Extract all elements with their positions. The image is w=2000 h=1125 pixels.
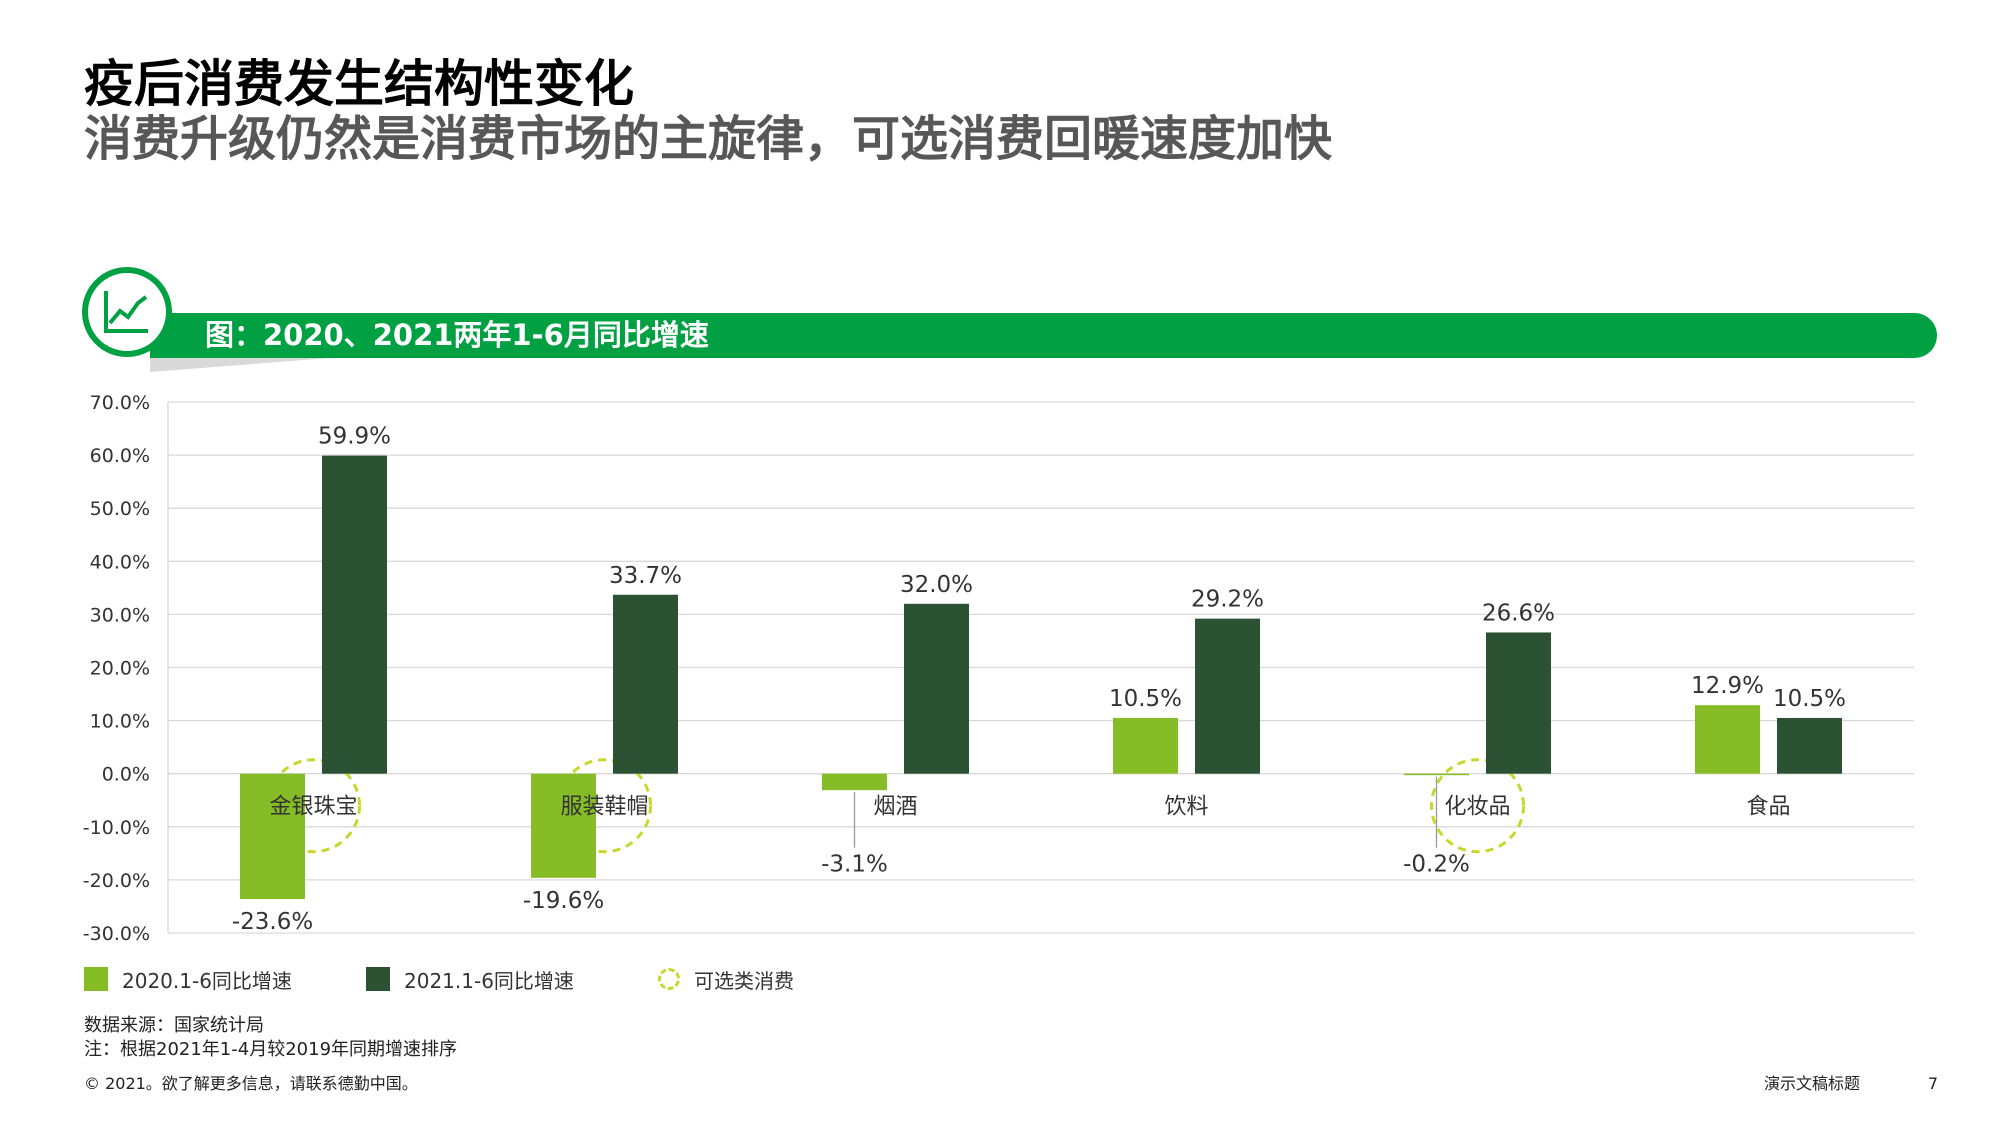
- category-label: 化妆品: [1444, 795, 1510, 820]
- category-label: 金银珠宝: [269, 795, 357, 820]
- banner-tail: [150, 358, 330, 372]
- data-label: -0.2%: [1403, 852, 1470, 878]
- footnote: 注：根据2021年1-4月较2019年同期增速排序: [84, 1039, 458, 1060]
- bar-2021: [1777, 717, 1842, 774]
- footer-title: 演示文稿标题: [1763, 1074, 1860, 1093]
- legend-2021: 2021.1-6同比增速: [366, 962, 574, 996]
- bar-2021: [322, 455, 387, 774]
- legend-highlight: 可选类消费: [658, 962, 794, 996]
- category-label: 饮料: [1164, 795, 1208, 820]
- bar-2020: [822, 773, 887, 791]
- category-label: 烟酒: [873, 795, 917, 820]
- y-tick-label: 50.0%: [90, 498, 150, 520]
- data-label: 12.9%: [1691, 673, 1764, 699]
- banner-text: 图：2020、2021两年1-6月同比增速: [205, 318, 709, 352]
- legend-2020: 2020.1-6同比增速: [84, 962, 292, 996]
- copyright: © 2021。欲了解更多信息，请联系德勤中国。: [84, 1074, 418, 1093]
- bar-2021: [1486, 632, 1551, 774]
- category-label: 服装鞋帽: [560, 795, 648, 820]
- legend-label-2021: 2021.1-6同比增速: [404, 968, 574, 993]
- data-label: 32.0%: [900, 572, 973, 598]
- category-label: 食品: [1746, 795, 1790, 820]
- y-tick-label: -30.0%: [83, 923, 150, 945]
- y-tick-label: 70.0%: [90, 392, 150, 414]
- slide-subtitle: 消费升级仍然是消费市场的主旋律，可选消费回暖速度加快: [84, 111, 1333, 167]
- y-tick-label: 0.0%: [102, 764, 150, 786]
- data-label: -23.6%: [232, 909, 313, 935]
- page-number: 7: [1927, 1074, 1938, 1093]
- y-tick-label: 40.0%: [90, 551, 150, 573]
- legend-swatch-2020: [84, 967, 108, 991]
- y-tick-label: -10.0%: [83, 817, 150, 839]
- slide-title: 疫后消费发生结构性变化: [84, 55, 634, 113]
- legend-label-2020: 2020.1-6同比增速: [122, 968, 292, 993]
- bar-2020: [531, 773, 596, 878]
- legend-swatch-2021: [366, 967, 390, 991]
- data-label: 10.5%: [1773, 686, 1846, 712]
- bar-2021: [613, 594, 678, 774]
- bar-2021: [1195, 618, 1260, 774]
- data-label: 33.7%: [609, 563, 682, 589]
- data-label: -19.6%: [523, 888, 604, 914]
- data-label: 29.2%: [1191, 587, 1264, 613]
- y-tick-label: 30.0%: [90, 604, 150, 626]
- y-tick-label: 10.0%: [90, 711, 150, 733]
- legend-dashed-circle-icon: [658, 968, 680, 990]
- highlight-dashed-circle: [1430, 758, 1525, 854]
- line-chart-icon: [82, 267, 172, 357]
- legend-label-highlight: 可选类消费: [694, 968, 794, 993]
- data-label: -3.1%: [821, 852, 888, 878]
- bar-2020: [1404, 773, 1469, 776]
- bar-2020: [1113, 717, 1178, 774]
- data-label: 10.5%: [1109, 686, 1182, 712]
- data-label: 59.9%: [318, 424, 391, 450]
- y-tick-label: 20.0%: [90, 658, 150, 680]
- data-label: 26.6%: [1482, 600, 1555, 626]
- y-tick-label: 60.0%: [90, 445, 150, 467]
- bar-2021: [904, 603, 969, 774]
- bar-2020: [240, 773, 305, 900]
- bar-2020: [1695, 705, 1760, 774]
- chart-banner: [150, 313, 1937, 358]
- data-source: 数据来源：国家统计局: [84, 1015, 264, 1036]
- y-tick-label: -20.0%: [83, 870, 150, 892]
